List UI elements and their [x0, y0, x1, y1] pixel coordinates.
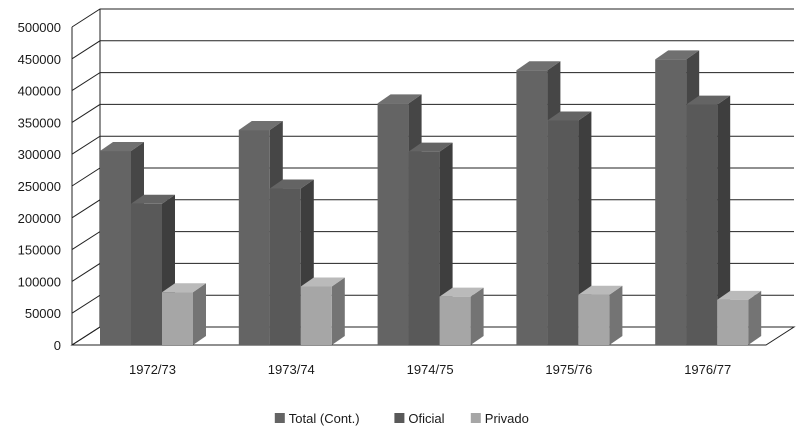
legend-item: Privado	[470, 411, 529, 426]
bar-side	[578, 111, 592, 345]
bar-top	[300, 277, 345, 287]
bar	[547, 111, 592, 345]
legend-swatch	[394, 413, 405, 423]
bar-front	[269, 188, 301, 345]
x-tick-label: 1973/74	[268, 362, 315, 377]
bar	[300, 277, 345, 345]
bar-front	[100, 151, 131, 345]
bar-side	[193, 283, 206, 345]
bar-front	[686, 104, 718, 345]
x-tick-label: 1976/77	[684, 362, 731, 377]
bar-top	[131, 194, 175, 204]
y-tick-label: 0	[54, 338, 61, 353]
legend-label: Privado	[485, 411, 529, 426]
legend: Total (Cont.) Oficial Privado	[274, 411, 529, 426]
x-tick-labels: 1972/73 1973/74 1974/75 1975/76 1976/77	[129, 362, 731, 377]
bar	[162, 283, 206, 345]
gridline	[71, 8, 794, 28]
bar-front	[162, 292, 193, 345]
bars	[100, 50, 762, 346]
bar-top	[547, 111, 592, 121]
bar-top	[578, 285, 623, 295]
bar	[686, 95, 731, 345]
x-tick-label: 1974/75	[407, 362, 454, 377]
y-tick-label: 250000	[18, 179, 61, 194]
y-tick-label: 450000	[18, 52, 61, 67]
bar	[439, 287, 484, 345]
bar-front	[717, 299, 749, 345]
bar-top	[377, 94, 422, 104]
legend-item: Total (Cont.)	[274, 411, 360, 426]
legend-swatch	[470, 413, 481, 423]
bar-top	[238, 121, 283, 131]
bar-top	[269, 179, 314, 189]
bar-top	[162, 283, 206, 293]
y-tick-label: 350000	[18, 115, 61, 130]
bar-top	[717, 290, 762, 300]
y-tick-label: 200000	[18, 211, 61, 226]
bar-top	[439, 287, 484, 297]
bar	[717, 290, 762, 345]
bar-side	[717, 95, 731, 345]
bar-front	[408, 151, 440, 345]
bar-front	[131, 203, 162, 345]
y-tick-label: 150000	[18, 243, 61, 258]
bar-front	[300, 286, 332, 345]
bar-front	[516, 70, 548, 346]
y-tick-label: 500000	[18, 20, 61, 35]
bar-front	[655, 59, 687, 345]
bar-front	[578, 294, 610, 345]
bar-top	[655, 50, 700, 60]
bar-front	[377, 103, 409, 345]
bar-top	[516, 61, 561, 71]
bar-top	[686, 95, 731, 105]
x-tick-label: 1975/76	[545, 362, 592, 377]
bar-side	[609, 285, 623, 345]
bar-top	[100, 142, 144, 152]
bar-top	[408, 142, 453, 152]
bar-side	[331, 277, 345, 345]
y-tick-label: 400000	[18, 84, 61, 99]
bar-front	[439, 296, 471, 345]
bar-front	[547, 120, 579, 345]
legend-label: Total (Cont.)	[289, 411, 360, 426]
y-tick-label: 300000	[18, 147, 61, 162]
y-tick-labels: 0 50000 100000 150000 200000 250000 300000 3500…	[18, 20, 61, 353]
legend-swatch	[274, 413, 285, 423]
legend-label: Oficial	[408, 411, 444, 426]
bar	[578, 285, 623, 345]
bar-front	[238, 130, 270, 345]
bar-side	[748, 290, 762, 345]
legend-item: Oficial	[394, 411, 445, 426]
y-tick-label: 100000	[18, 274, 61, 289]
y-tick-label: 50000	[25, 306, 61, 321]
x-tick-label: 1972/73	[129, 362, 176, 377]
bar-side	[470, 287, 484, 345]
